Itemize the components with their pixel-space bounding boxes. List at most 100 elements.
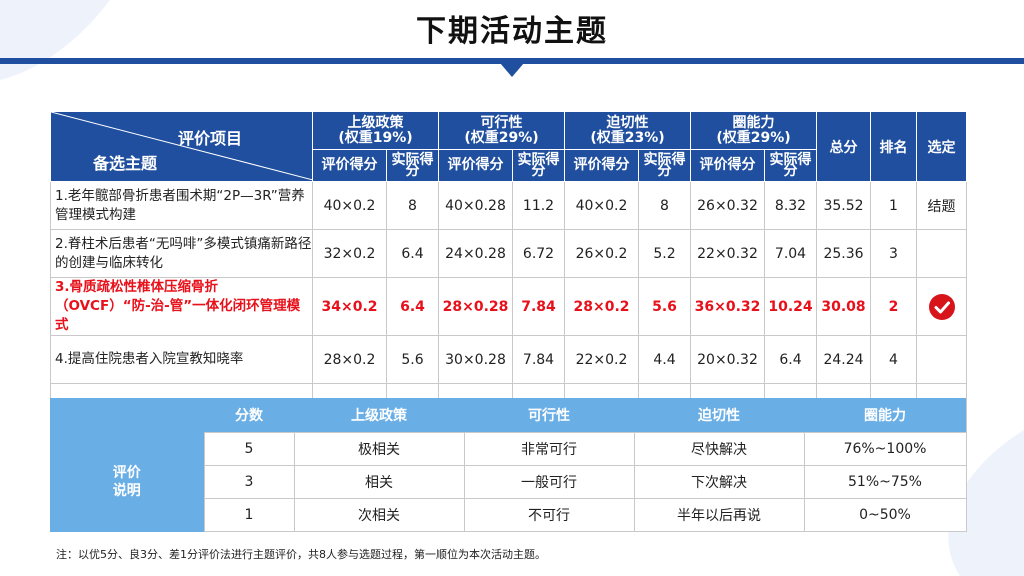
page-title: 下期活动主题: [416, 14, 608, 49]
eval-score-cell: 20×0.32: [690, 335, 765, 384]
actual-score-cell: 5.6: [638, 277, 691, 336]
eval-score-cell: 40×0.28: [438, 181, 513, 230]
actual-score-cell: 7.04: [764, 229, 817, 278]
header-group-capability: 圈能力 (权重29%): [690, 111, 817, 150]
legend-header: 迫切性: [634, 398, 804, 433]
eval-score-cell: 34×0.2: [312, 277, 387, 336]
eval-score-cell: 28×0.28: [438, 277, 513, 336]
actual-score-cell: 8.32: [764, 181, 817, 230]
legend-header: 分数: [204, 398, 294, 433]
total-cell: 30.08: [816, 277, 871, 336]
actual-score-cell: 4.4: [638, 335, 691, 384]
topic-name-cell: 2.脊柱术后患者“无吗啡”多模式镇痛新路径的创建与临床转化: [50, 229, 313, 278]
legend-cell: 3: [203, 465, 295, 499]
legend-cell: 5: [203, 432, 295, 466]
sub-actual-score: 实际得分: [386, 149, 439, 182]
rank-cell: 4: [870, 335, 917, 384]
footnote: 注：以优5分、良3分、差1分评价法进行主题评价，共8人参与选题过程，第一顺位为本…: [56, 548, 546, 561]
sub-actual-score: 实际得分: [512, 149, 565, 182]
table-row: 2.脊柱术后患者“无吗啡”多模式镇痛新路径的创建与临床转化 32×0.2 6.4 24…: [50, 229, 967, 278]
actual-score-cell: 11.2: [512, 181, 565, 230]
selected-check-icon: [928, 293, 955, 320]
legend-cell: 半年以后再说: [633, 498, 805, 532]
header-candidate-topics: 备选主题: [93, 154, 158, 173]
sub-actual-score: 实际得分: [638, 149, 691, 182]
eval-score-cell: 32×0.2: [312, 229, 387, 278]
header-evaluation-items: 评价项目: [177, 129, 242, 148]
eval-score-cell: 28×0.2: [564, 277, 639, 336]
eval-score-cell: 36×0.32: [690, 277, 765, 336]
title-arrow-icon: [500, 63, 524, 77]
legend-cell: 极相关: [293, 432, 465, 466]
eval-score-cell: 40×0.2: [312, 181, 387, 230]
rank-cell: 3: [870, 229, 917, 278]
rank-cell: 2: [870, 277, 917, 336]
table-row: 1.老年髋部骨折患者围术期“2P—3R”营养管理模式构建 40×0.2 8 40×0.…: [50, 181, 967, 230]
actual-score-cell: 6.4: [386, 229, 439, 278]
eval-score-cell: 28×0.2: [312, 335, 387, 384]
group-name: 圈能力: [732, 114, 775, 131]
header-total: 总分: [816, 111, 871, 182]
evaluation-legend-table: 分数 上级政策 可行性 迫切性 圈能力 评价 说明 5 极相关 非常可行 尽快解决…: [50, 398, 967, 532]
eval-score-cell: 40×0.2: [564, 181, 639, 230]
header-group-feasibility: 可行性 (权重29%): [438, 111, 565, 150]
group-weight: (权重29%): [716, 129, 791, 146]
select-cell: 结题: [916, 181, 967, 230]
legend-cell: 次相关: [293, 498, 465, 532]
header-select: 选定: [916, 111, 967, 182]
select-cell: [916, 229, 967, 278]
legend-cell: 尽快解决: [633, 432, 805, 466]
group-weight: (权重23%): [590, 129, 665, 146]
sub-eval-score: 评价得分: [564, 149, 639, 182]
actual-score-cell: 6.4: [764, 335, 817, 384]
total-cell: 35.52: [816, 181, 871, 230]
table-row: 4.提高住院患者入院宣教知晓率 28×0.2 5.6 30×0.28 7.84 22×0.…: [50, 335, 967, 384]
total-cell: 25.36: [816, 229, 871, 278]
group-name: 上级政策: [347, 114, 404, 131]
actual-score-cell: 7.84: [512, 335, 565, 384]
legend-cell: 1: [203, 498, 295, 532]
group-name: 可行性: [480, 114, 523, 131]
eval-score-cell: 30×0.28: [438, 335, 513, 384]
legend-header-blank: [50, 398, 204, 433]
eval-score-cell: 22×0.32: [690, 229, 765, 278]
legend-cell: 非常可行: [463, 432, 635, 466]
group-weight: (权重19%): [338, 129, 413, 146]
legend-cell: 76%~100%: [803, 432, 967, 466]
actual-score-cell: 10.24: [764, 277, 817, 336]
legend-header: 上级政策: [294, 398, 464, 433]
eval-score-cell: 24×0.28: [438, 229, 513, 278]
sub-eval-score: 评价得分: [438, 149, 513, 182]
topic-name-cell: 3.骨质疏松性椎体压缩骨折（OVCF）“防-治-管”一体化闭环管理模式: [50, 277, 313, 336]
diagonal-header-cell: 评价项目 备选主题: [50, 111, 313, 182]
group-name: 迫切性: [606, 114, 649, 131]
legend-cell: 下次解决: [633, 465, 805, 499]
eval-score-cell: 26×0.2: [564, 229, 639, 278]
actual-score-cell: 8: [386, 181, 439, 230]
legend-cell: 相关: [293, 465, 465, 499]
group-weight: (权重29%): [464, 129, 539, 146]
legend-header: 可行性: [464, 398, 634, 433]
legend-header: 圈能力: [804, 398, 966, 433]
title-underline: [0, 58, 1024, 64]
actual-score-cell: 6.72: [512, 229, 565, 278]
eval-score-cell: 26×0.32: [690, 181, 765, 230]
legend-cell: 0~50%: [803, 498, 967, 532]
legend-label-text: 评价 说明: [112, 465, 141, 499]
table-row: 3.骨质疏松性椎体压缩骨折（OVCF）“防-治-管”一体化闭环管理模式 34×0.…: [50, 277, 967, 336]
legend-cell: 51%~75%: [803, 465, 967, 499]
select-cell: [916, 335, 967, 384]
actual-score-cell: 5.2: [638, 229, 691, 278]
sub-eval-score: 评价得分: [690, 149, 765, 182]
legend-cell: 一般可行: [463, 465, 635, 499]
legend-label: 评价 说明: [50, 432, 204, 532]
actual-score-cell: 6.4: [386, 277, 439, 336]
legend-cell: 不可行: [463, 498, 635, 532]
header-rank: 排名: [870, 111, 917, 182]
eval-score-cell: 22×0.2: [564, 335, 639, 384]
topic-name-cell: 1.老年髋部骨折患者围术期“2P—3R”营养管理模式构建: [50, 181, 313, 230]
header-group-urgency: 迫切性 (权重23%): [564, 111, 691, 150]
actual-score-cell: 8: [638, 181, 691, 230]
sub-eval-score: 评价得分: [312, 149, 387, 182]
total-cell: 24.24: [816, 335, 871, 384]
